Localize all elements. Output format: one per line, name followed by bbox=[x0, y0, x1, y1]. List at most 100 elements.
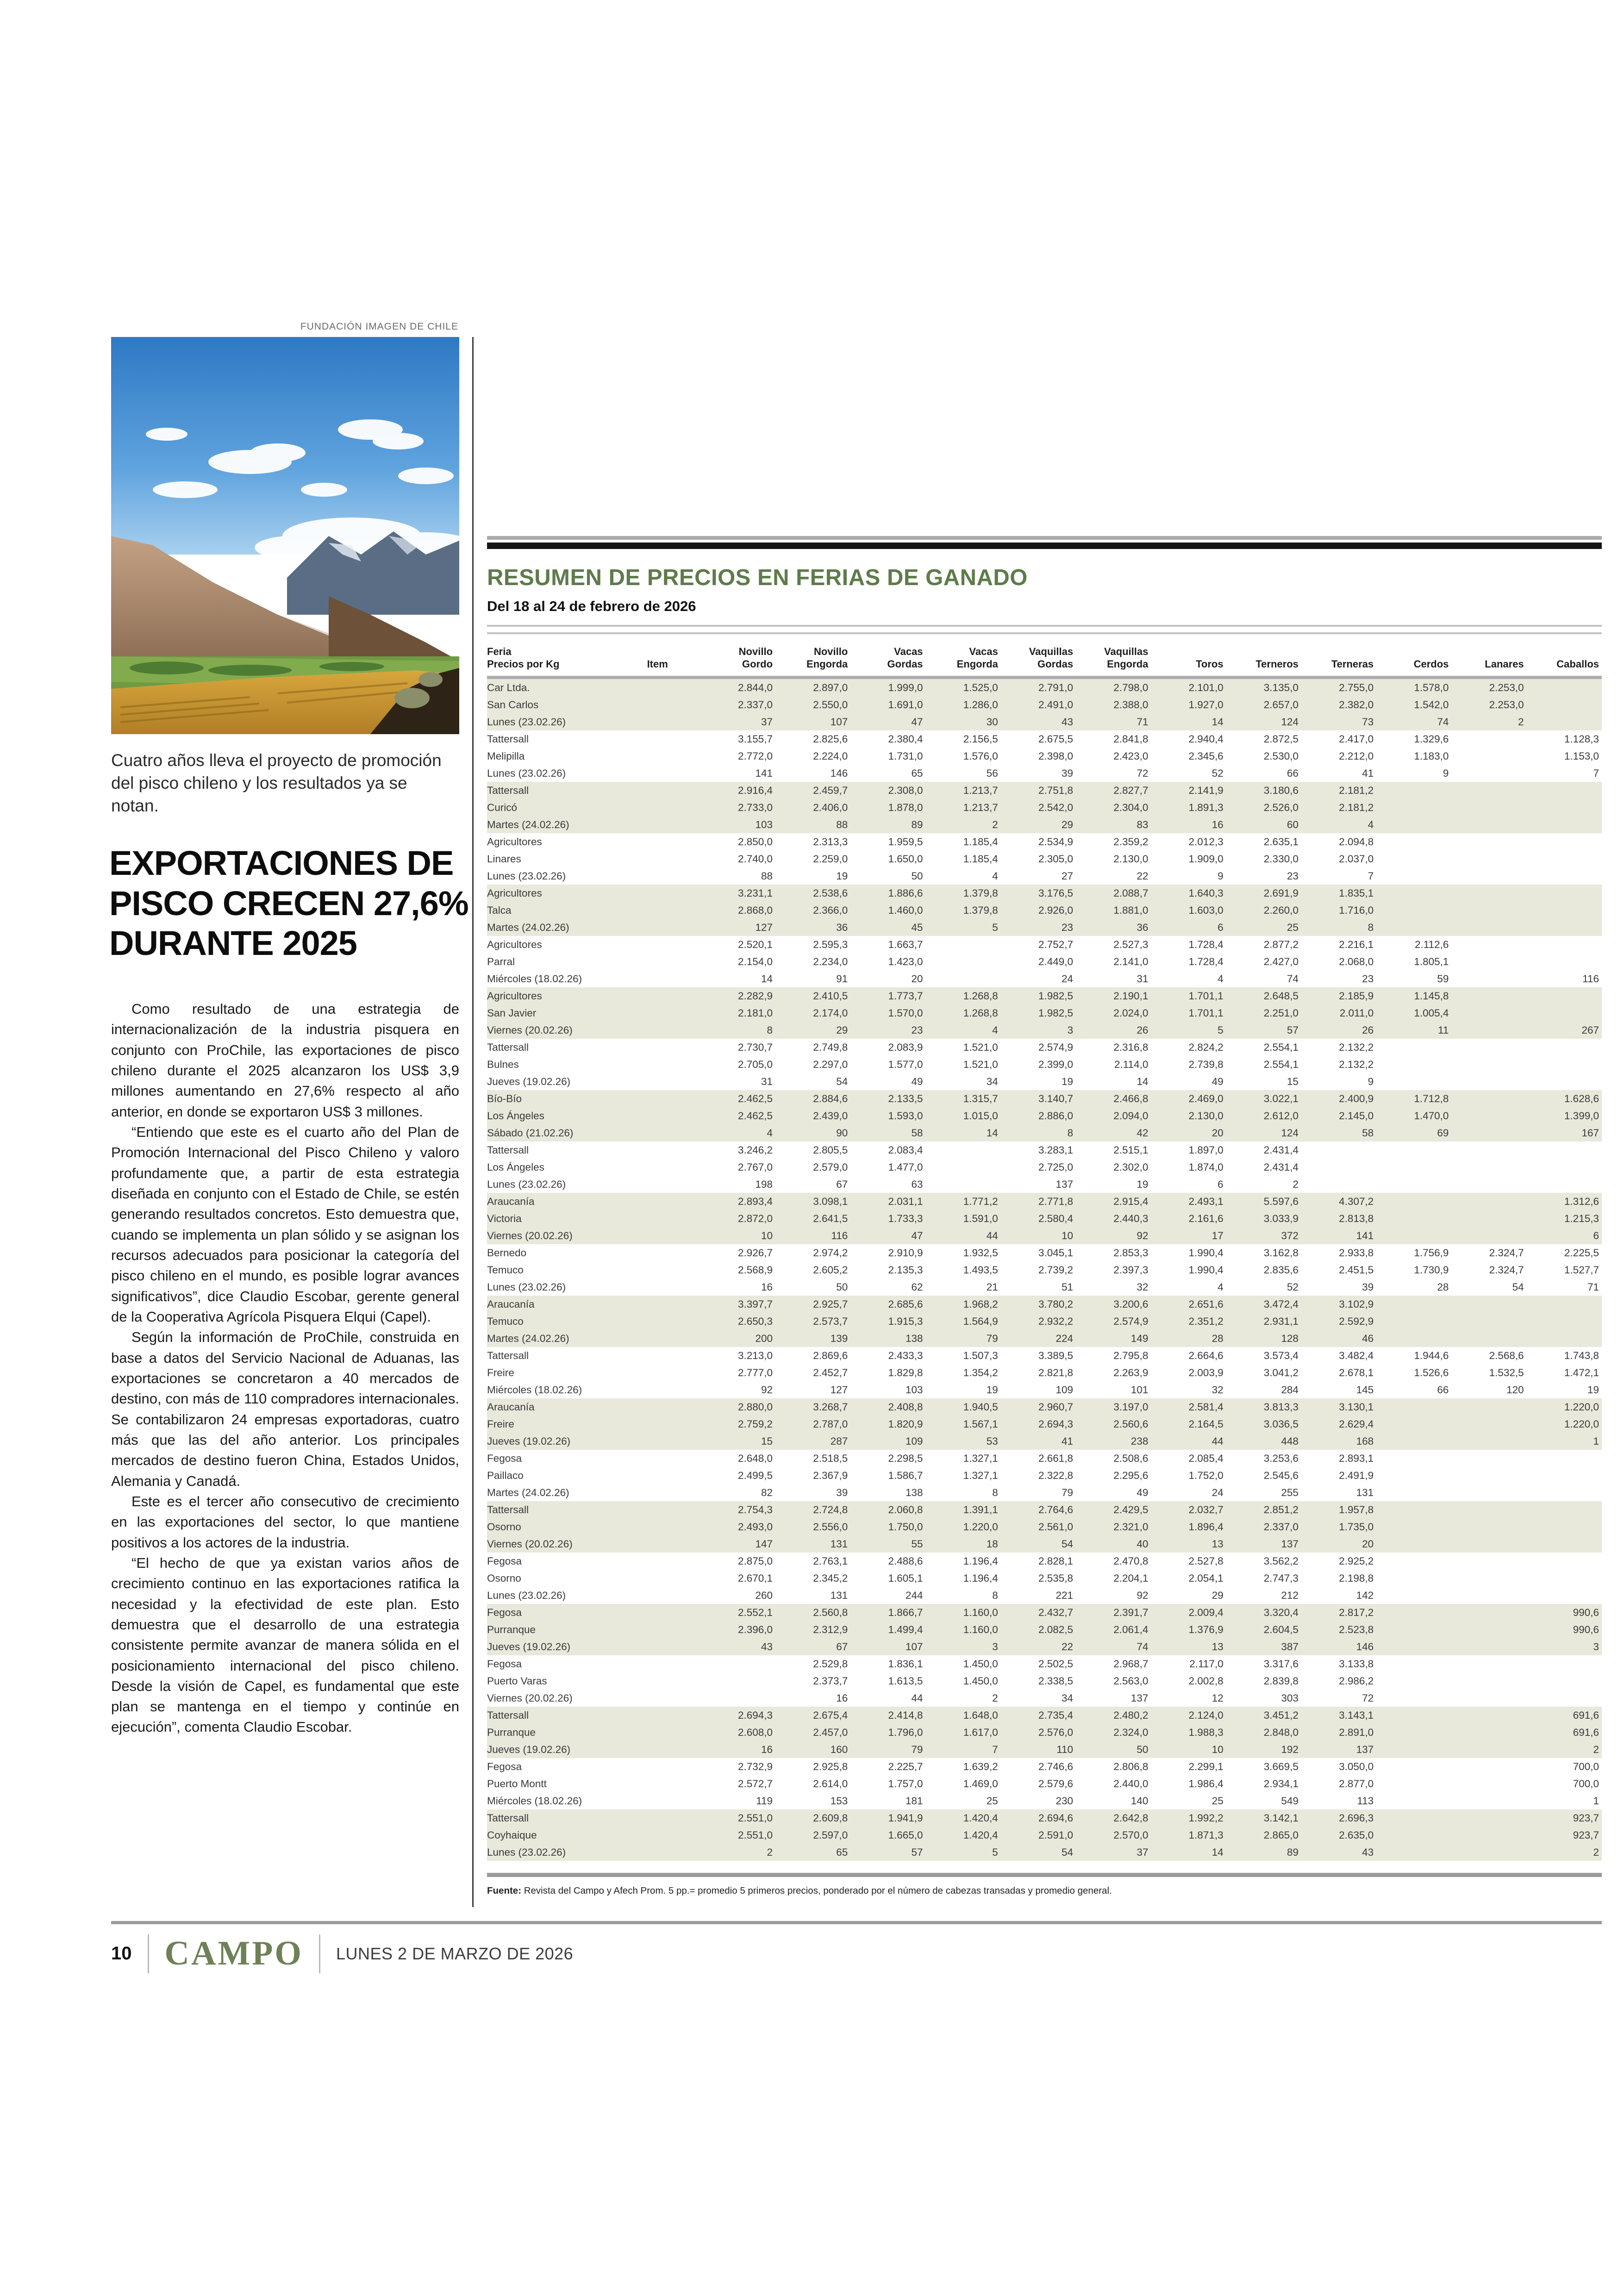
price-cell: 92 bbox=[1076, 1227, 1151, 1244]
feria-cell: Fegosa bbox=[487, 1453, 522, 1464]
price-cell: 3.283,1 bbox=[1038, 1144, 1074, 1156]
price-cell: 2.675,5 bbox=[1038, 733, 1074, 745]
price-cell: 24 bbox=[1062, 973, 1074, 985]
price-cell: 2.204,1 bbox=[1113, 1572, 1149, 1584]
price-cell: 1.757,0 bbox=[888, 1778, 923, 1790]
price-cell: 47 bbox=[850, 713, 926, 730]
price-cell bbox=[1527, 1467, 1602, 1484]
price-cell: 2.592,9 bbox=[1301, 1313, 1377, 1330]
headline-line: EXPORTACIONES DE bbox=[109, 844, 454, 882]
price-cell: 5 bbox=[1151, 1022, 1226, 1039]
table-row: Agricultores 2.282,9 2.410,5 1.773,7 1.268,8… bbox=[487, 987, 1602, 1004]
price-cell: 4 bbox=[992, 870, 998, 882]
price-cell: 2.308,0 bbox=[850, 782, 926, 799]
price-cell: 5 bbox=[925, 919, 1001, 936]
price-cell: 2.260,0 bbox=[1226, 902, 1301, 919]
price-cell: 1.648,0 bbox=[925, 1707, 1001, 1724]
price-cell bbox=[1526, 1535, 1602, 1553]
price-cell: 2.130,0 bbox=[1151, 1107, 1226, 1124]
price-cell: 1.909,0 bbox=[1188, 853, 1224, 865]
price-cell: 1.691,0 bbox=[850, 696, 926, 713]
price-cell: 1.220,0 bbox=[1526, 1398, 1602, 1416]
table-row: Fegosa 2.648,0 2.518,5 2.298,5 1.327,1 2.661,… bbox=[487, 1450, 1602, 1467]
top-rule-gray bbox=[487, 536, 1602, 540]
price-cell: 1.941,9 bbox=[850, 1809, 926, 1827]
price-cell: 1.472,1 bbox=[1564, 1367, 1599, 1378]
table-row: Freire 2.759,2 2.787,0 1.820,9 1.567,1 2.694,… bbox=[487, 1416, 1602, 1433]
price-cell: 2.635,1 bbox=[1263, 836, 1299, 848]
price-cell: 2.345,6 bbox=[1188, 750, 1224, 762]
price-cell: 2.432,7 bbox=[1000, 1604, 1076, 1621]
price-cell: 2.771,8 bbox=[1000, 1193, 1076, 1210]
price-cell: 1.577,0 bbox=[888, 1059, 923, 1070]
price-cell: 19 bbox=[836, 870, 848, 882]
bottom-rule bbox=[487, 1873, 1602, 1877]
price-cell: 88 bbox=[775, 816, 851, 833]
price-cell bbox=[1526, 1330, 1602, 1347]
price-cell: 2.848,0 bbox=[1226, 1724, 1301, 1741]
table-row: Jueves (19.02.26) 31 54 49 34 19 14 49 15 9 bbox=[487, 1073, 1602, 1090]
price-cell: 2.868,0 bbox=[700, 902, 776, 919]
feria-cell: Miércoles (18.02.26) bbox=[487, 1795, 582, 1807]
price-cell bbox=[1526, 987, 1602, 1004]
price-cell: 1.215,3 bbox=[1526, 1210, 1602, 1227]
item-cell bbox=[647, 1433, 700, 1450]
table-row: Martes (24.02.26) 82 39 138 8 79 49 24 255 131 bbox=[487, 1484, 1602, 1501]
price-cell bbox=[1376, 1433, 1452, 1450]
item-cell bbox=[647, 1587, 700, 1604]
price-cell: 2.135,3 bbox=[888, 1264, 923, 1276]
price-cell: 2.145,0 bbox=[1301, 1107, 1377, 1124]
price-cell: 1.959,5 bbox=[888, 836, 923, 848]
price-cell: 1.525,0 bbox=[925, 677, 1001, 696]
price-cell: 2.648,5 bbox=[1226, 987, 1301, 1004]
price-cell bbox=[1376, 782, 1452, 799]
price-cell: 2 bbox=[1526, 1741, 1602, 1758]
feria-cell: Lunes (23.02.26) bbox=[487, 1281, 566, 1293]
price-cell: 1.586,7 bbox=[888, 1470, 923, 1481]
price-cell: 2.338,5 bbox=[1038, 1675, 1074, 1687]
price-cell: 147 bbox=[700, 1535, 776, 1553]
price-cell: 2.141,9 bbox=[1151, 782, 1226, 799]
feria-cell: San Carlos bbox=[487, 696, 647, 713]
item-cell bbox=[647, 1022, 700, 1039]
price-cell: 1.613,5 bbox=[888, 1675, 923, 1687]
price-cell: 2.657,0 bbox=[1226, 696, 1301, 713]
price-cell: 128 bbox=[1226, 1330, 1301, 1347]
price-cell: 2.459,7 bbox=[775, 782, 851, 799]
price-cell: 1.992,2 bbox=[1151, 1809, 1226, 1827]
table-row: Tattersall 3.213,0 2.869,6 2.433,3 1.507,3 3.… bbox=[487, 1347, 1602, 1364]
price-cell: 448 bbox=[1226, 1433, 1301, 1450]
price-cell bbox=[1376, 1587, 1451, 1604]
price-cell: 2.491,9 bbox=[1339, 1470, 1374, 1481]
price-cell: 43 bbox=[700, 1638, 776, 1655]
price-cell: 3.022,1 bbox=[1226, 1090, 1301, 1107]
price-cell bbox=[1451, 936, 1526, 953]
price-cell: 10 bbox=[1151, 1741, 1226, 1758]
item-cell bbox=[647, 1553, 700, 1570]
price-cell: 21 bbox=[986, 1281, 998, 1293]
price-cell: 3.180,6 bbox=[1226, 782, 1301, 799]
price-cell: 1.743,8 bbox=[1564, 1350, 1599, 1361]
price-cell: 2.224,0 bbox=[813, 750, 848, 762]
price-cell: 2.891,0 bbox=[1301, 1724, 1377, 1741]
price-cell: 71 bbox=[1076, 713, 1151, 730]
price-cell: 2.844,0 bbox=[700, 677, 776, 696]
feria-cell: Jueves (19.02.26) bbox=[487, 1638, 647, 1655]
price-cell: 1.617,0 bbox=[925, 1724, 1001, 1741]
feria-cell: Lunes (23.02.26) bbox=[487, 1179, 566, 1190]
price-cell: 1.716,0 bbox=[1301, 902, 1377, 919]
price-cell bbox=[1527, 1672, 1602, 1690]
price-cell: 2.527,3 bbox=[1113, 939, 1149, 950]
price-cell: 3.780,2 bbox=[1000, 1296, 1076, 1313]
price-cell: 116 bbox=[775, 1227, 851, 1244]
price-cell: 2.321,0 bbox=[1076, 1518, 1151, 1535]
price-cell bbox=[1451, 1501, 1527, 1518]
price-cell: 1.990,4 bbox=[1188, 1247, 1224, 1259]
price-cell: 2.767,0 bbox=[737, 1161, 773, 1173]
price-cell: 1.153,0 bbox=[1564, 750, 1599, 762]
price-cell: 4.307,2 bbox=[1301, 1193, 1377, 1210]
price-cell: 1.220,0 bbox=[925, 1518, 1001, 1535]
table-row: Martes (24.02.26) 200 139 138 79 224 149 28 128 4… bbox=[487, 1330, 1602, 1347]
price-cell: 16 bbox=[700, 1741, 776, 1758]
price-cell: 1.196,4 bbox=[963, 1572, 998, 1584]
